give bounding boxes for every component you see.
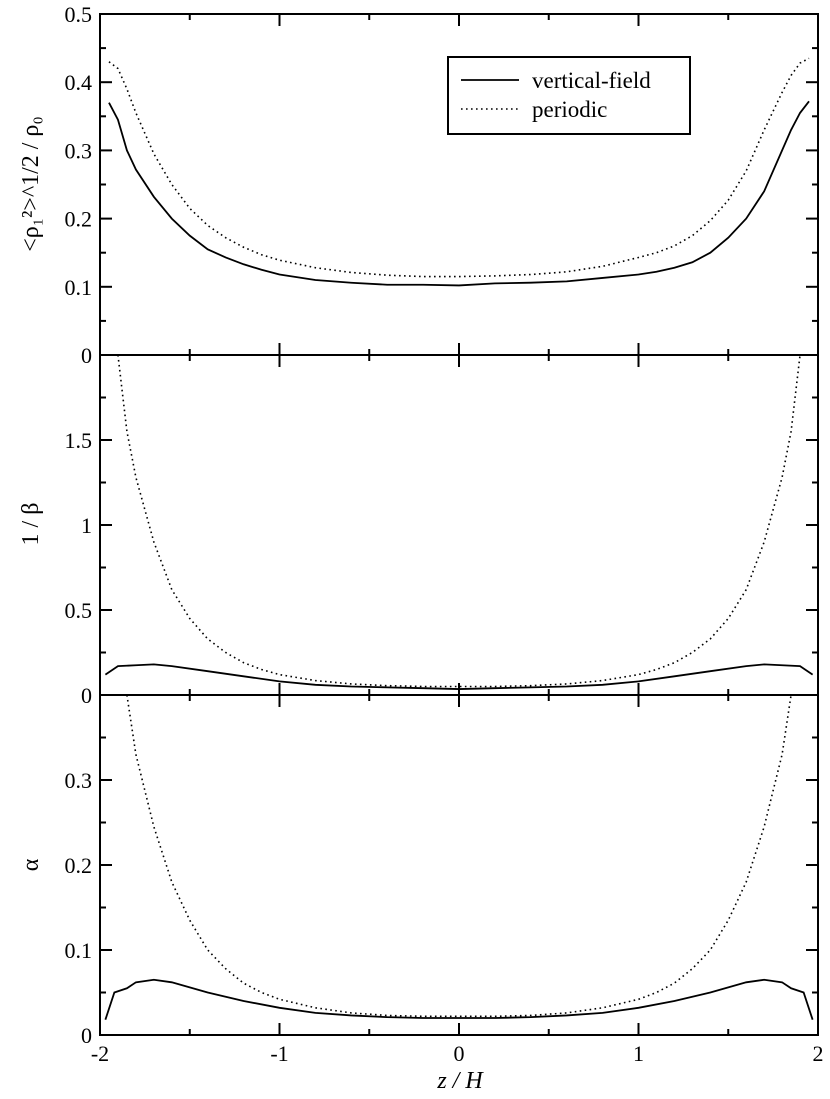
x-tick-label: 0 xyxy=(454,1041,465,1066)
y-tick-label: 0.3 xyxy=(65,768,93,793)
series-periodic xyxy=(117,355,801,688)
y-tick-label: 1.5 xyxy=(65,428,93,453)
y-tick-label: 0.5 xyxy=(65,598,93,623)
y-tick-label: 0 xyxy=(81,683,92,708)
series-vertical-field xyxy=(108,100,810,287)
panel-inverse-beta: 0 0.5 1 1.5 xyxy=(65,354,819,708)
y-axis-title-alpha: α xyxy=(18,858,44,871)
x-axis-title: z / H xyxy=(436,1068,484,1094)
y-tick-label: 0.1 xyxy=(65,938,93,963)
chart-panels: 0 0.1 0.2 0.3 0.4 0.5 0 0.5 1 1.5 0 0.1 0.2 0.3 xyxy=(65,2,819,1048)
y-tick-label: 1 xyxy=(81,513,92,538)
y-tick-label: 0.1 xyxy=(65,275,93,300)
y-tick-label: 0 xyxy=(81,343,92,368)
y-tick-label: 0.2 xyxy=(65,207,93,232)
x-axis-labels: -2 -1 0 1 2 xyxy=(91,1041,824,1066)
legend: vertical-field periodic xyxy=(447,56,691,135)
y-axis-title-density: <ρ₁²>^1/2 / ρ₀ xyxy=(18,116,44,252)
y-tick-label: 0.4 xyxy=(65,70,93,95)
y-axis-title-inverse-beta: 1 / β xyxy=(18,503,44,546)
x-tick-label: 2 xyxy=(813,1041,824,1066)
panel-density: 0 0.1 0.2 0.3 0.4 0.5 xyxy=(65,2,819,368)
y-tick-label: 0.2 xyxy=(65,853,93,878)
legend-label-periodic: periodic xyxy=(532,97,607,122)
panel-alpha: 0 0.1 0.2 0.3 xyxy=(65,694,819,1048)
series-vertical-field xyxy=(104,978,814,1020)
y-tick-label: 0.5 xyxy=(65,2,93,27)
legend-label-vertical-field: vertical-field xyxy=(532,68,651,93)
panel-frame xyxy=(99,354,819,696)
panel-frame xyxy=(99,694,819,1036)
x-tick-label: -2 xyxy=(91,1041,109,1066)
y-tick-label: 0 xyxy=(81,1023,92,1048)
y-tick-label: 0.3 xyxy=(65,138,93,163)
legend-box xyxy=(447,56,691,135)
series-periodic xyxy=(126,695,792,1018)
x-tick-label: 1 xyxy=(633,1041,644,1066)
x-tick-label: -1 xyxy=(270,1041,288,1066)
series-vertical-field xyxy=(104,663,814,690)
